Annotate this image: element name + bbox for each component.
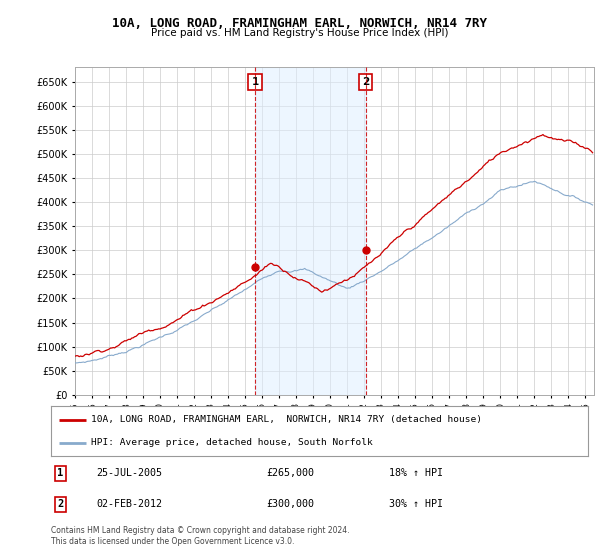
Text: Contains HM Land Registry data © Crown copyright and database right 2024.
This d: Contains HM Land Registry data © Crown c… <box>51 526 349 546</box>
Text: 2: 2 <box>362 77 369 87</box>
Text: 30% ↑ HPI: 30% ↑ HPI <box>389 500 443 509</box>
Text: 2: 2 <box>58 500 64 509</box>
Text: £300,000: £300,000 <box>266 500 314 509</box>
Bar <box>255 67 365 395</box>
Text: Price paid vs. HM Land Registry's House Price Index (HPI): Price paid vs. HM Land Registry's House … <box>151 28 449 38</box>
Text: 10A, LONG ROAD, FRAMINGHAM EARL,  NORWICH, NR14 7RY (detached house): 10A, LONG ROAD, FRAMINGHAM EARL, NORWICH… <box>91 415 482 424</box>
Text: 1: 1 <box>58 468 64 478</box>
Text: 1: 1 <box>251 77 259 87</box>
Text: 02-FEB-2012: 02-FEB-2012 <box>97 500 163 509</box>
Text: 10A, LONG ROAD, FRAMINGHAM EARL, NORWICH, NR14 7RY: 10A, LONG ROAD, FRAMINGHAM EARL, NORWICH… <box>113 17 487 30</box>
Text: 25-JUL-2005: 25-JUL-2005 <box>97 468 163 478</box>
Text: 18% ↑ HPI: 18% ↑ HPI <box>389 468 443 478</box>
Text: HPI: Average price, detached house, South Norfolk: HPI: Average price, detached house, Sout… <box>91 438 373 447</box>
Text: £265,000: £265,000 <box>266 468 314 478</box>
